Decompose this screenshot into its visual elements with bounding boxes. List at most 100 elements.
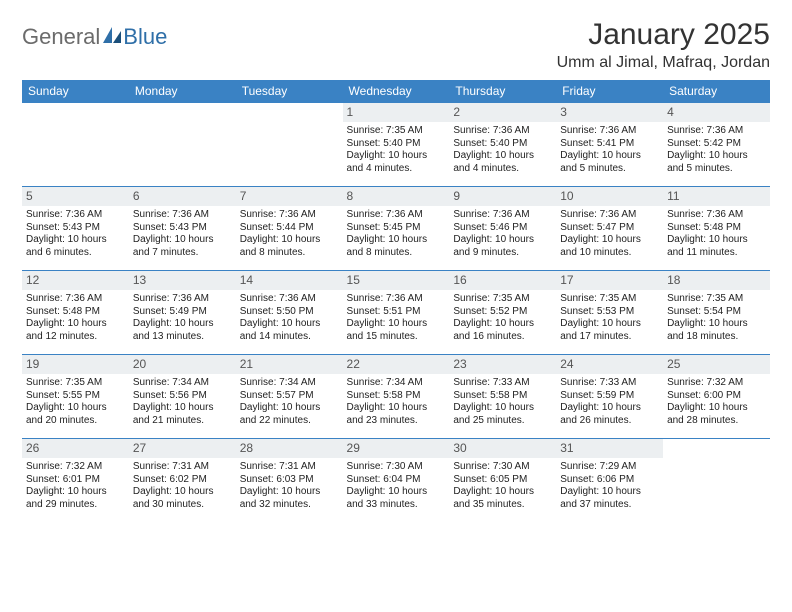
calendar-day-cell: 14Sunrise: 7:36 AMSunset: 5:50 PMDayligh… (236, 271, 343, 355)
sunrise-text: Sunrise: 7:35 AM (453, 293, 552, 306)
day-number: 10 (556, 187, 663, 206)
day-number: 3 (556, 103, 663, 122)
calendar-day-cell: 23Sunrise: 7:33 AMSunset: 5:58 PMDayligh… (449, 355, 556, 439)
day-number: 6 (129, 187, 236, 206)
title-block: January 2025 Umm al Jimal, Mafraq, Jorda… (557, 18, 770, 72)
day-number: 11 (663, 187, 770, 206)
sunset-text: Sunset: 5:58 PM (347, 390, 446, 403)
calendar-day-cell: 11Sunrise: 7:36 AMSunset: 5:48 PMDayligh… (663, 187, 770, 271)
calendar-day-cell: 29 Sunrise: 7:30 AMSunset: 6:04 PMDayligh… (343, 439, 450, 523)
sunset-text: Sunset: 6:04 PM (347, 474, 446, 487)
daylight-text: Daylight: 10 hours and 20 minutes. (26, 402, 125, 427)
calendar-week-row: 19Sunrise: 7:35 AMSunset: 5:55 PMDayligh… (22, 355, 770, 439)
day-number: 24 (556, 355, 663, 374)
calendar-day-cell: 17Sunrise: 7:35 AMSunset: 5:53 PMDayligh… (556, 271, 663, 355)
sunset-text: Sunset: 5:49 PM (133, 306, 232, 319)
daylight-text: Daylight: 10 hours and 14 minutes. (240, 318, 339, 343)
calendar-day-cell: 7Sunrise: 7:36 AMSunset: 5:44 PMDaylight… (236, 187, 343, 271)
weekday-header: Friday (556, 80, 663, 103)
calendar-body: 1Sunrise: 7:35 AMSunset: 5:40 PMDaylight… (22, 103, 770, 523)
daylight-text: Daylight: 10 hours and 17 minutes. (560, 318, 659, 343)
sunrise-text: Sunrise: 7:30 AM (347, 461, 446, 474)
sunrise-text: Sunrise: 7:36 AM (453, 125, 552, 138)
sunset-text: Sunset: 5:53 PM (560, 306, 659, 319)
calendar-day-cell: 20Sunrise: 7:34 AMSunset: 5:56 PMDayligh… (129, 355, 236, 439)
day-number: 23 (449, 355, 556, 374)
calendar-day-cell: 22Sunrise: 7:34 AMSunset: 5:58 PMDayligh… (343, 355, 450, 439)
day-number: 31 (556, 439, 663, 458)
day-number: 4 (663, 103, 770, 122)
day-number: 2 (449, 103, 556, 122)
sunset-text: Sunset: 5:45 PM (347, 222, 446, 235)
daylight-text: Daylight: 10 hours and 4 minutes. (453, 150, 552, 175)
calendar-day-cell: 1Sunrise: 7:35 AMSunset: 5:40 PMDaylight… (343, 103, 450, 187)
sunrise-text: Sunrise: 7:30 AM (453, 461, 552, 474)
daylight-text: Daylight: 10 hours and 9 minutes. (453, 234, 552, 259)
sunrise-text: Sunrise: 7:36 AM (560, 125, 659, 138)
sunrise-text: Sunrise: 7:34 AM (133, 377, 232, 390)
daylight-text: Daylight: 10 hours and 28 minutes. (667, 402, 766, 427)
daylight-text: Daylight: 10 hours and 12 minutes. (26, 318, 125, 343)
daylight-text: Daylight: 10 hours and 26 minutes. (560, 402, 659, 427)
sunrise-text: Sunrise: 7:32 AM (26, 461, 125, 474)
sunrise-text: Sunrise: 7:36 AM (26, 209, 125, 222)
day-number: 17 (556, 271, 663, 290)
sunset-text: Sunset: 5:59 PM (560, 390, 659, 403)
sunrise-text: Sunrise: 7:36 AM (133, 209, 232, 222)
daylight-text: Daylight: 10 hours and 8 minutes. (347, 234, 446, 259)
calendar-empty-cell (129, 103, 236, 187)
daylight-text: Daylight: 10 hours and 8 minutes. (240, 234, 339, 259)
calendar-day-cell: 26Sunrise: 7:32 AMSunset: 6:01 PMDayligh… (22, 439, 129, 523)
sunset-text: Sunset: 5:51 PM (347, 306, 446, 319)
brand-logo: General Blue (22, 18, 167, 50)
calendar-day-cell: 8Sunrise: 7:36 AMSunset: 5:45 PMDaylight… (343, 187, 450, 271)
calendar-day-cell: 25Sunrise: 7:32 AMSunset: 6:00 PMDayligh… (663, 355, 770, 439)
daylight-text: Daylight: 10 hours and 21 minutes. (133, 402, 232, 427)
sunrise-text: Sunrise: 7:34 AM (240, 377, 339, 390)
weekday-header: Wednesday (343, 80, 450, 103)
daylight-text: Daylight: 10 hours and 22 minutes. (240, 402, 339, 427)
calendar-week-row: 12Sunrise: 7:36 AMSunset: 5:48 PMDayligh… (22, 271, 770, 355)
calendar-day-cell: 10Sunrise: 7:36 AMSunset: 5:47 PMDayligh… (556, 187, 663, 271)
sunrise-text: Sunrise: 7:32 AM (667, 377, 766, 390)
day-number: 19 (22, 355, 129, 374)
sunset-text: Sunset: 5:40 PM (453, 138, 552, 151)
sunrise-text: Sunrise: 7:31 AM (133, 461, 232, 474)
weekday-header: Saturday (663, 80, 770, 103)
sunrise-text: Sunrise: 7:36 AM (560, 209, 659, 222)
day-number: 1 (343, 103, 450, 122)
sunset-text: Sunset: 5:41 PM (560, 138, 659, 151)
day-number: 29 (343, 439, 450, 458)
sunrise-text: Sunrise: 7:36 AM (347, 209, 446, 222)
calendar-day-cell: 2 Sunrise: 7:36 AMSunset: 5:40 PMDaylight… (449, 103, 556, 187)
calendar-day-cell: 13Sunrise: 7:36 AMSunset: 5:49 PMDayligh… (129, 271, 236, 355)
brand-part1: General (22, 24, 100, 50)
daylight-text: Daylight: 10 hours and 33 minutes. (347, 486, 446, 511)
day-number: 13 (129, 271, 236, 290)
sunset-text: Sunset: 6:02 PM (133, 474, 232, 487)
daylight-text: Daylight: 10 hours and 7 minutes. (133, 234, 232, 259)
sunrise-text: Sunrise: 7:35 AM (347, 125, 446, 138)
calendar-day-cell: 30Sunrise: 7:30 AMSunset: 6:05 PMDayligh… (449, 439, 556, 523)
day-number: 20 (129, 355, 236, 374)
daylight-text: Daylight: 10 hours and 30 minutes. (133, 486, 232, 511)
sunrise-text: Sunrise: 7:36 AM (453, 209, 552, 222)
sunset-text: Sunset: 5:48 PM (26, 306, 125, 319)
sunrise-text: Sunrise: 7:33 AM (560, 377, 659, 390)
weekday-header: Tuesday (236, 80, 343, 103)
calendar-day-cell: 18Sunrise: 7:35 AMSunset: 5:54 PMDayligh… (663, 271, 770, 355)
sunset-text: Sunset: 5:46 PM (453, 222, 552, 235)
calendar-day-cell: 21Sunrise: 7:34 AMSunset: 5:57 PMDayligh… (236, 355, 343, 439)
sunrise-text: Sunrise: 7:36 AM (667, 125, 766, 138)
calendar-table: SundayMondayTuesdayWednesdayThursdayFrid… (22, 80, 770, 523)
calendar-day-cell: 4Sunrise: 7:36 AMSunset: 5:42 PMDaylight… (663, 103, 770, 187)
sunset-text: Sunset: 5:43 PM (26, 222, 125, 235)
brand-part2: Blue (123, 24, 167, 50)
day-number: 28 (236, 439, 343, 458)
sunset-text: Sunset: 5:52 PM (453, 306, 552, 319)
daylight-text: Daylight: 10 hours and 5 minutes. (560, 150, 659, 175)
day-number: 26 (22, 439, 129, 458)
calendar-day-cell: 28Sunrise: 7:31 AMSunset: 6:03 PMDayligh… (236, 439, 343, 523)
day-number: 9 (449, 187, 556, 206)
calendar-day-cell: 15Sunrise: 7:36 AMSunset: 5:51 PMDayligh… (343, 271, 450, 355)
